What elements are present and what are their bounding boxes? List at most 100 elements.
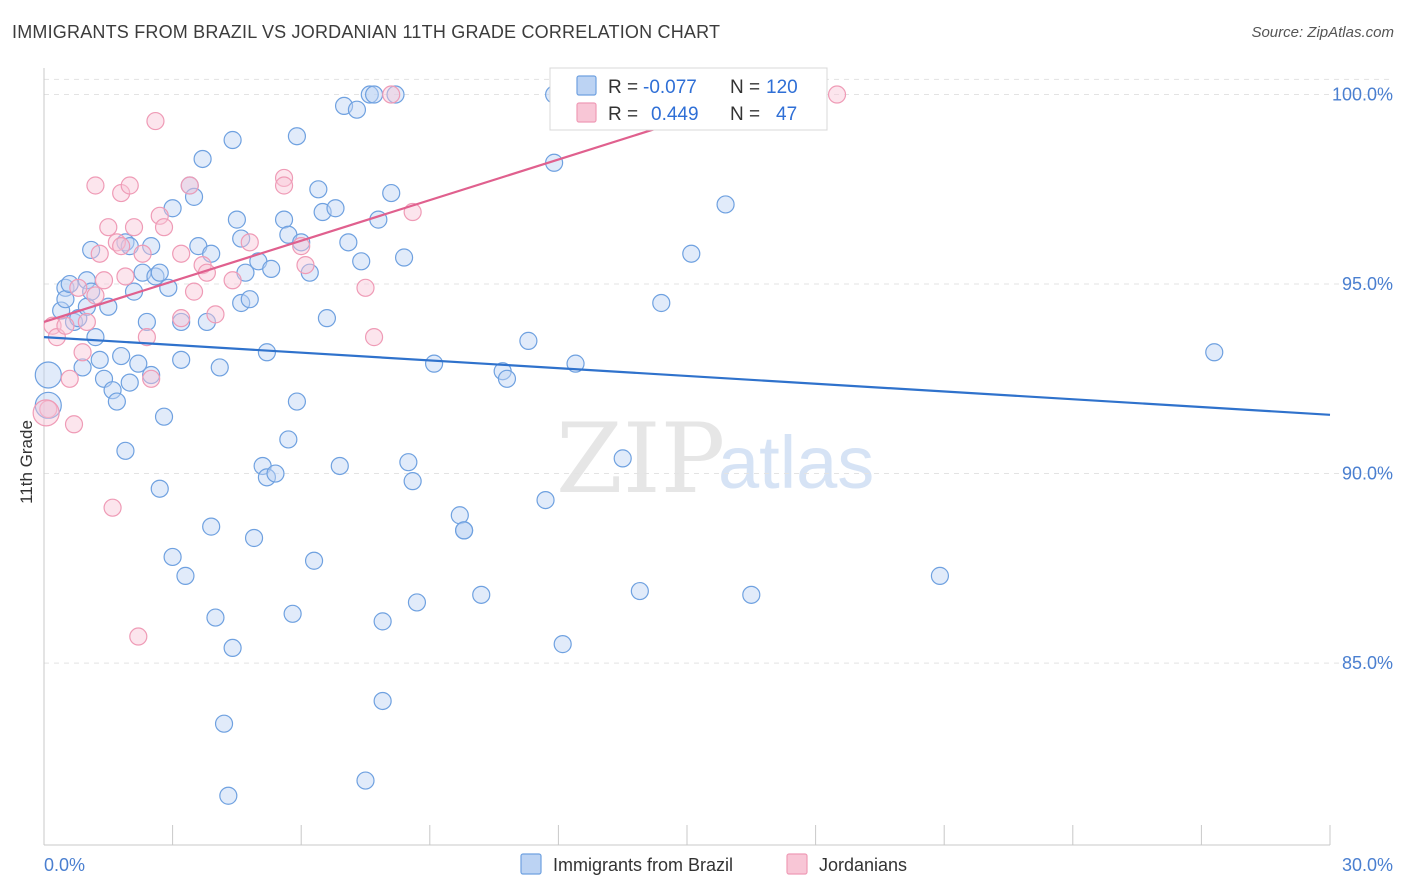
point-jordanians [120,176,139,195]
point-jordanians [382,85,401,104]
point-brazil [90,350,109,369]
point-jordanians [86,176,105,195]
point-brazil [519,331,538,350]
point-brazil [154,407,174,426]
point-brazil [287,392,307,411]
legend-r-value-jordanians: 0.449 [651,104,699,125]
y-tick-label: 95.0% [1342,274,1393,294]
point-brazil [240,290,259,309]
point-brazil [309,180,328,199]
point-brazil [373,612,392,631]
point-brazil [613,449,632,468]
x-tick-labels: 0.0% 30.0% [44,855,1393,875]
point-brazil [210,358,229,377]
source-label: Source: ZipAtlas.com [1251,24,1394,41]
point-jordanians [184,282,204,301]
point-brazil [82,240,101,260]
point-brazil [150,263,169,282]
point-brazil [279,430,298,449]
point-jordanians [99,218,118,237]
series-jordanians-points [32,85,847,646]
legend-r-value-brazil: -0.077 [643,77,697,98]
y-tick-labels: 85.0% 90.0% 95.0% 100.0% [1332,85,1393,674]
series-brazil-points [34,85,1224,805]
bottom-legend-swatch-jordanians [786,853,808,875]
point-jordanians [172,244,191,263]
point-jordanians [124,218,144,237]
point-jordanians [827,85,847,104]
point-jordanians [274,168,294,188]
point-jordanians [154,218,174,237]
series-legend: Immigrants from Brazil Jordanians [520,853,907,875]
point-brazil [137,312,156,332]
point-brazil [682,244,701,263]
gridlines [44,78,1390,664]
point-brazil [360,85,379,104]
point-brazil [454,521,474,540]
point-brazil [223,130,242,150]
point-jordanians [116,267,135,286]
legend-n-value-brazil: 120 [766,77,798,98]
point-brazil [304,551,324,570]
point-jordanians [103,498,122,517]
chart-title: IMMIGRANTS FROM BRAZIL VS JORDANIAN 11TH… [12,22,721,42]
point-jordanians [32,399,60,427]
point-brazil [472,585,491,604]
point-brazil [184,187,204,206]
point-brazil [73,358,92,377]
point-brazil [232,229,251,248]
legend-swatch-jordanians [576,102,597,123]
point-brazil [257,468,277,487]
point-jordanians [90,244,109,263]
axes [43,68,1331,846]
trend-line-brazil [43,336,1331,416]
point-brazil [262,259,281,278]
point-brazil [34,361,62,389]
point-jordanians [223,271,242,290]
point-brazil [330,456,349,476]
point-brazil [176,566,195,585]
point-brazil [317,309,337,328]
point-jordanians [296,255,315,275]
point-brazil [150,479,169,498]
point-brazil [373,691,392,711]
point-brazil [386,85,405,104]
point-jordanians [240,233,259,252]
point-brazil [536,490,555,510]
bottom-legend-label-brazil: Immigrants from Brazil [553,855,733,875]
point-jordanians [356,278,375,297]
point-jordanians [69,278,88,297]
bottom-legend-swatch-brazil [520,853,542,875]
point-brazil [103,381,122,400]
point-brazil [1205,343,1224,362]
x-tick-label-min: 0.0% [44,855,85,875]
point-jordanians [142,369,161,388]
point-jordanians [73,343,92,362]
legend-r-label-jordanians: R = [608,104,638,125]
point-brazil [652,293,671,313]
point-jordanians [172,309,191,328]
point-jordanians [77,312,96,332]
point-brazil [394,248,414,267]
point-brazil [120,373,139,392]
legend-n-value-jordanians: 47 [776,104,797,125]
point-brazil [116,441,135,460]
point-brazil [716,195,735,214]
watermark-zip: ZIP [556,403,725,515]
point-jordanians [180,176,199,195]
watermark-atlas: atlas [718,421,874,504]
point-brazil [223,638,242,658]
point-brazil [202,517,221,536]
point-jordanians [94,271,114,290]
legend-n-label-jordanians: N = [730,104,760,125]
legend-r-label-brazil: R = [608,77,638,98]
point-brazil [352,252,371,271]
point-brazil [364,85,384,104]
point-jordanians [150,206,169,225]
point-jordanians [146,111,165,131]
point-brazil [347,100,367,119]
point-brazil [112,346,131,366]
point-brazil [399,453,418,472]
point-brazil [630,581,649,601]
point-brazil [60,274,79,294]
